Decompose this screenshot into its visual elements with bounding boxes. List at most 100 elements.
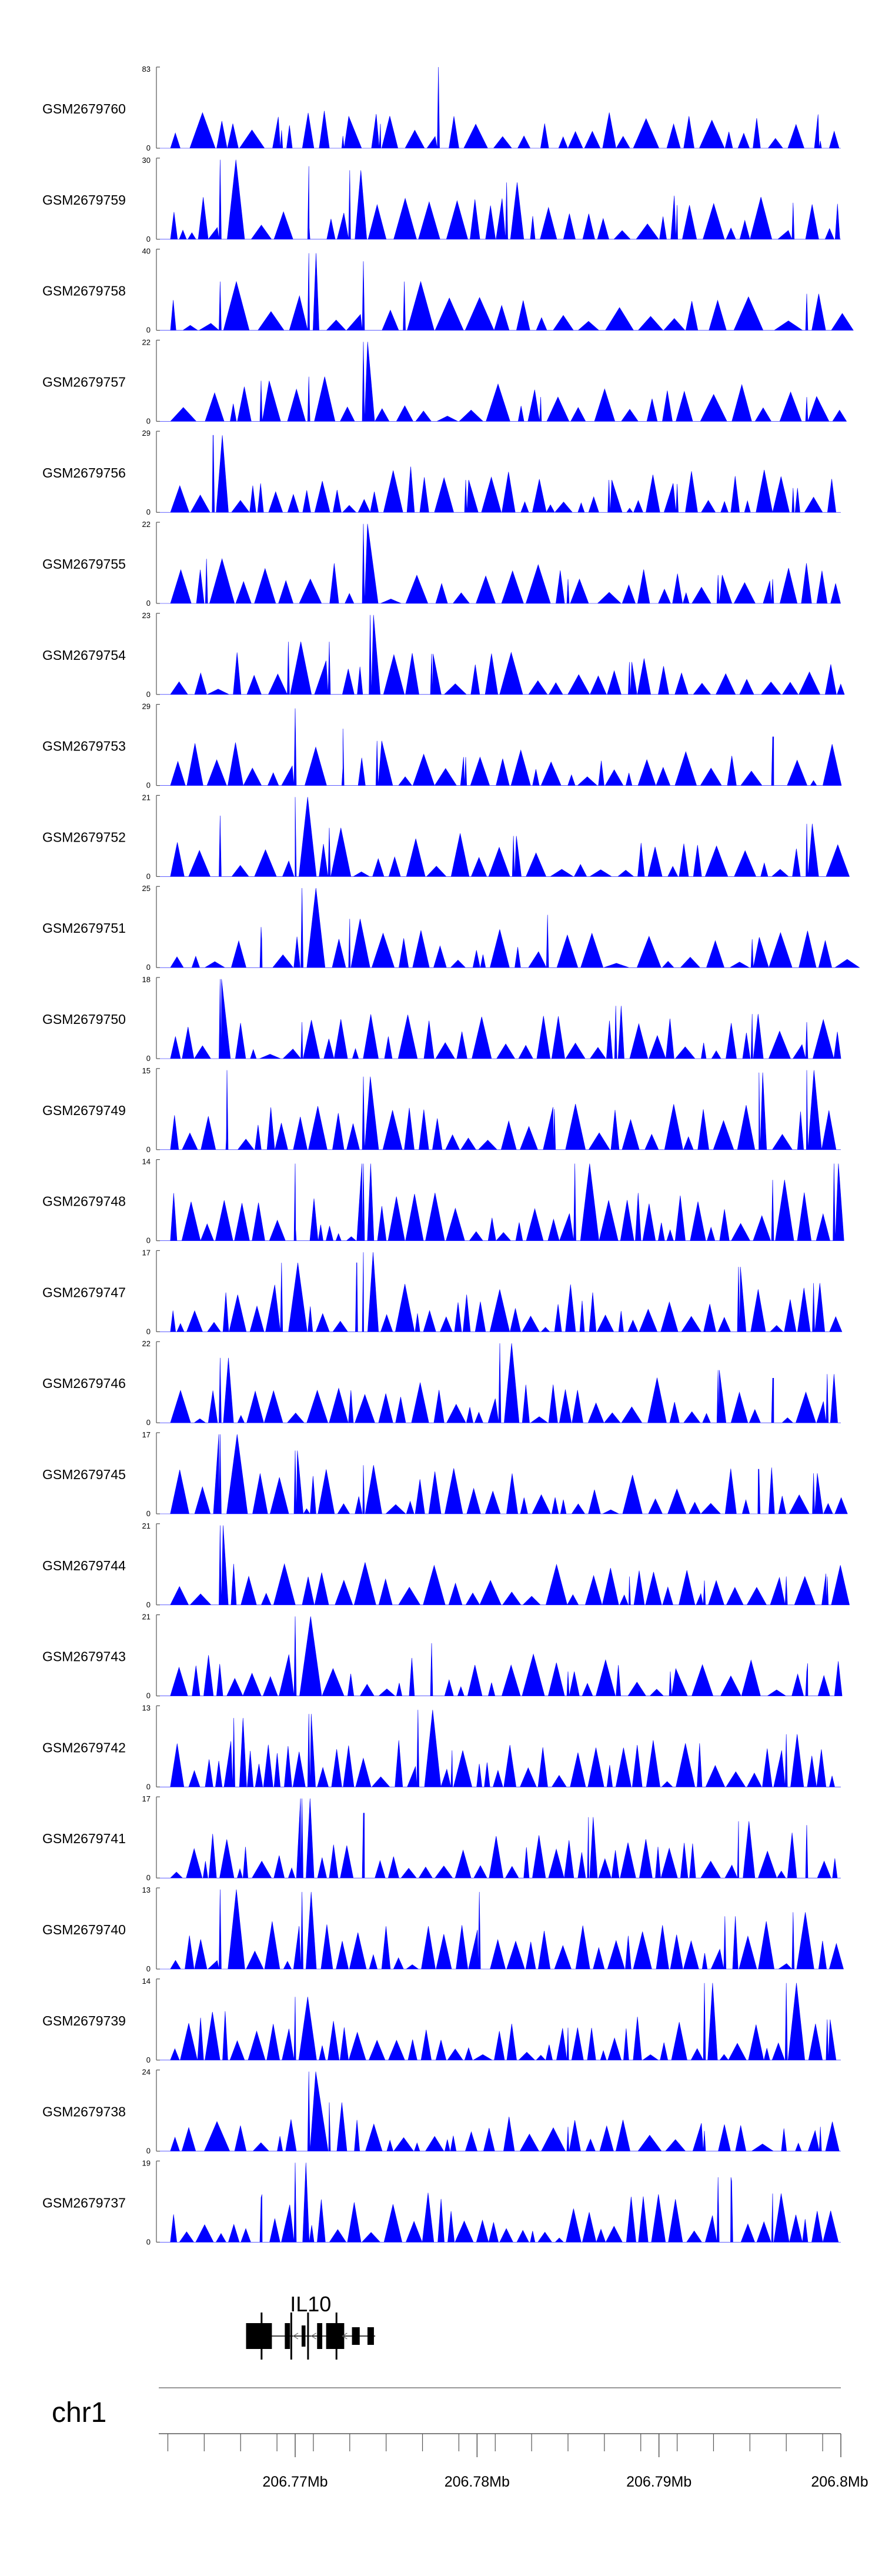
track-label: GSM2679748 — [42, 1194, 126, 1209]
track-gsm2679739: GSM2679739 14 0 — [42, 1977, 841, 2064]
track-gsm2679749: GSM2679749 15 0 — [42, 1066, 841, 1154]
y-min-label: 0 — [146, 235, 151, 243]
track-gsm2679756: GSM2679756 29 0 — [42, 429, 841, 516]
coverage-area — [160, 435, 841, 513]
coverage-area — [160, 797, 850, 877]
track-gsm2679753: GSM2679753 29 0 — [42, 702, 842, 790]
y-min-label: 0 — [146, 1964, 151, 1973]
strand-arrow — [292, 2333, 299, 2340]
coverage-area — [160, 66, 841, 149]
track-gsm2679737: GSM2679737 19 0 — [42, 2158, 841, 2246]
track-label: GSM2679740 — [42, 1922, 126, 1937]
coverage-area — [160, 1616, 843, 1697]
y-min-label: 0 — [146, 1691, 151, 1700]
y-min-label: 0 — [146, 963, 151, 972]
axis-tick-label: 206.79Mb — [626, 2474, 691, 2490]
y-min-label: 0 — [146, 599, 151, 608]
y-max-label: 14 — [142, 1157, 151, 1166]
track-label: GSM2679759 — [42, 192, 126, 208]
coverage-area — [160, 159, 841, 240]
track-label: GSM2679753 — [42, 739, 126, 754]
track-gsm2679746: GSM2679746 22 0 — [42, 1339, 841, 1427]
y-min-label: 0 — [146, 2056, 151, 2064]
gene-track: IL10 — [246, 2292, 376, 2360]
track-label: GSM2679746 — [42, 1376, 126, 1391]
gene-exon — [246, 2323, 272, 2349]
track-label: GSM2679751 — [42, 920, 126, 936]
track-label: GSM2679754 — [42, 648, 126, 663]
coverage-area — [160, 1434, 848, 1514]
y-max-label: 29 — [142, 429, 151, 438]
y-max-label: 15 — [142, 1066, 151, 1075]
y-max-label: 83 — [142, 65, 151, 74]
y-min-label: 0 — [146, 1600, 151, 1609]
y-max-label: 18 — [142, 975, 151, 984]
track-label: GSM2679756 — [42, 465, 126, 481]
track-gsm2679745: GSM2679745 17 0 — [42, 1430, 848, 1518]
coverage-area — [160, 1710, 841, 1787]
axis-tick-label: 206.8Mb — [811, 2474, 868, 2490]
gene-exon — [285, 2323, 290, 2349]
track-label: GSM2679758 — [42, 283, 126, 299]
track-label: GSM2679738 — [42, 2104, 126, 2120]
y-min-label: 0 — [146, 2147, 151, 2155]
y-max-label: 13 — [142, 1703, 151, 1712]
track-gsm2679752: GSM2679752 21 0 — [42, 793, 850, 880]
gene-exon — [317, 2323, 323, 2349]
track-gsm2679743: GSM2679743 21 0 — [42, 1613, 843, 1700]
y-max-label: 21 — [142, 1521, 151, 1530]
track-gsm2679755: GSM2679755 22 0 — [42, 520, 841, 608]
coverage-area — [160, 1983, 841, 2061]
track-gsm2679738: GSM2679738 24 0 — [42, 2068, 841, 2155]
coverage-area — [160, 2163, 841, 2243]
track-label: GSM2679741 — [42, 1831, 126, 1846]
y-max-label: 30 — [142, 156, 151, 165]
gene-exon — [352, 2327, 360, 2345]
coverage-area — [160, 253, 854, 331]
y-min-label: 0 — [146, 690, 151, 699]
y-min-label: 0 — [146, 872, 151, 880]
y-max-label: 13 — [142, 1886, 151, 1894]
track-gsm2679741: GSM2679741 17 0 — [42, 1794, 841, 1882]
y-min-label: 0 — [146, 416, 151, 425]
y-max-label: 23 — [142, 611, 151, 620]
y-min-label: 0 — [146, 1418, 151, 1427]
y-min-label: 0 — [146, 1873, 151, 1882]
track-gsm2679747: GSM2679747 17 0 — [42, 1248, 843, 1336]
gene-label: IL10 — [290, 2292, 331, 2316]
coverage-area — [160, 887, 860, 968]
y-min-label: 0 — [146, 781, 151, 790]
track-gsm2679751: GSM2679751 25 0 — [42, 884, 860, 972]
y-min-label: 0 — [146, 2237, 151, 2246]
track-label: GSM2679750 — [42, 1012, 126, 1027]
y-max-label: 21 — [142, 793, 151, 802]
chromosome-label: chr1 — [52, 2397, 106, 2428]
y-max-label: 25 — [142, 884, 151, 893]
coverage-area — [160, 1798, 841, 1878]
coverage-area — [160, 979, 841, 1059]
y-min-label: 0 — [146, 1509, 151, 1518]
gene-exon — [367, 2327, 374, 2345]
track-label: GSM2679757 — [42, 374, 126, 389]
y-min-label: 0 — [146, 1327, 151, 1336]
coverage-area — [160, 1163, 844, 1241]
y-min-label: 0 — [146, 1054, 151, 1063]
coverage-area — [160, 1525, 850, 1606]
coverage-area — [160, 1889, 844, 1970]
y-min-label: 0 — [146, 1145, 151, 1154]
y-max-label: 29 — [142, 702, 151, 711]
track-gsm2679748: GSM2679748 14 0 — [42, 1157, 844, 1245]
y-max-label: 21 — [142, 1613, 151, 1621]
strand-arrow — [310, 2333, 317, 2340]
track-label: GSM2679752 — [42, 829, 126, 845]
y-min-label: 0 — [146, 326, 151, 335]
y-max-label: 24 — [142, 2068, 151, 2077]
y-max-label: 17 — [142, 1430, 151, 1439]
coverage-area — [160, 615, 845, 695]
track-gsm2679744: GSM2679744 21 0 — [42, 1521, 850, 1609]
y-max-label: 22 — [142, 520, 151, 529]
track-label: GSM2679739 — [42, 2013, 126, 2028]
track-gsm2679754: GSM2679754 23 0 — [42, 611, 845, 699]
track-label: GSM2679742 — [42, 1740, 126, 1755]
